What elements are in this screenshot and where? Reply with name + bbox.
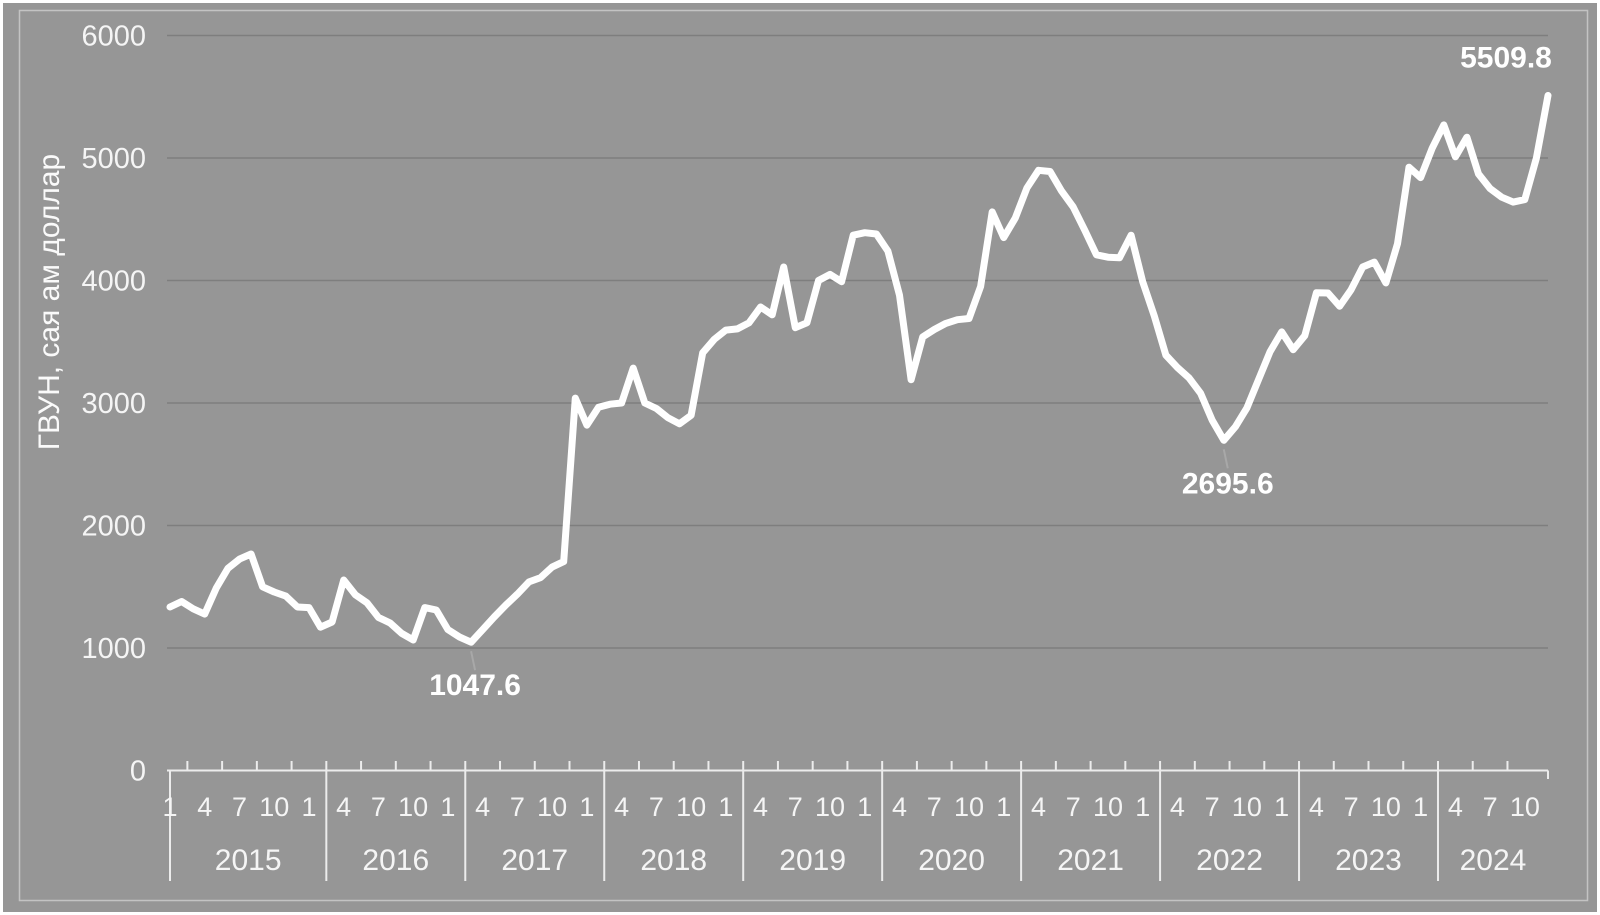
month-label: 4 [1448, 792, 1463, 822]
month-label: 7 [1483, 792, 1498, 822]
y-tick-label-2000: 2000 [81, 511, 146, 543]
year-label: 2024 [1460, 844, 1527, 877]
year-label: 2019 [779, 844, 846, 877]
month-label: 1 [857, 792, 872, 822]
y-tick-label-5000: 5000 [81, 143, 146, 175]
y-tick-label-6000: 6000 [81, 21, 146, 53]
annotation-leader [1222, 449, 1229, 469]
month-label: 4 [1031, 792, 1046, 822]
annotation-leader [470, 650, 477, 671]
month-label: 1 [996, 792, 1011, 822]
month-label: 10 [537, 792, 567, 822]
month-label: 10 [815, 792, 845, 822]
month-label: 7 [1205, 792, 1220, 822]
year-label: 2021 [1057, 844, 1124, 877]
month-label: 10 [676, 792, 706, 822]
month-label: 7 [927, 792, 942, 822]
month-label: 10 [259, 792, 289, 822]
month-label: 7 [1344, 792, 1359, 822]
month-label: 7 [371, 792, 386, 822]
series-line [166, 92, 1552, 646]
month-label: 1 [1135, 792, 1150, 822]
month-label: 1 [718, 792, 733, 822]
y-tick-label-0: 0 [130, 756, 146, 788]
month-label: 10 [954, 792, 984, 822]
month-label: 1 [1274, 792, 1289, 822]
month-label: 7 [232, 792, 247, 822]
month-label: 4 [475, 792, 490, 822]
year-label: 2018 [640, 844, 707, 877]
year-label: 2015 [215, 844, 282, 877]
month-label: 10 [1093, 792, 1123, 822]
year-label: 2022 [1196, 844, 1263, 877]
annotation-label: 2695.6 [1182, 467, 1274, 500]
month-label: 7 [510, 792, 525, 822]
month-label: 10 [1232, 792, 1262, 822]
month-label: 10 [1510, 792, 1540, 822]
month-label: 1 [162, 792, 177, 822]
y-tick-label-3000: 3000 [81, 388, 146, 420]
year-label: 2016 [362, 844, 429, 877]
chart-area-border [18, 9, 1589, 902]
month-label: 4 [1170, 792, 1185, 822]
month-label: 7 [788, 792, 803, 822]
month-label: 7 [649, 792, 664, 822]
month-label: 4 [197, 792, 212, 822]
month-label: 4 [1309, 792, 1324, 822]
month-label: 10 [1371, 792, 1401, 822]
month-label: 1 [1413, 792, 1428, 822]
month-label: 7 [1066, 792, 1081, 822]
month-label: 10 [398, 792, 428, 822]
month-label: 4 [614, 792, 629, 822]
year-label: 2023 [1335, 844, 1402, 877]
month-label: 1 [440, 792, 455, 822]
month-label: 4 [336, 792, 351, 822]
annotation-label: 1047.6 [429, 669, 521, 702]
y-axis-title: ГВУН, сая ам доллар [33, 153, 66, 451]
y-tick-label-1000: 1000 [81, 633, 146, 665]
year-label: 2020 [918, 844, 985, 877]
month-label: 1 [579, 792, 594, 822]
year-label: 2017 [501, 844, 568, 877]
month-label: 4 [892, 792, 907, 822]
annotation-label: 5509.8 [1460, 42, 1552, 75]
month-label: 1 [301, 792, 316, 822]
y-tick-label-4000: 4000 [81, 266, 146, 298]
month-label: 4 [753, 792, 768, 822]
